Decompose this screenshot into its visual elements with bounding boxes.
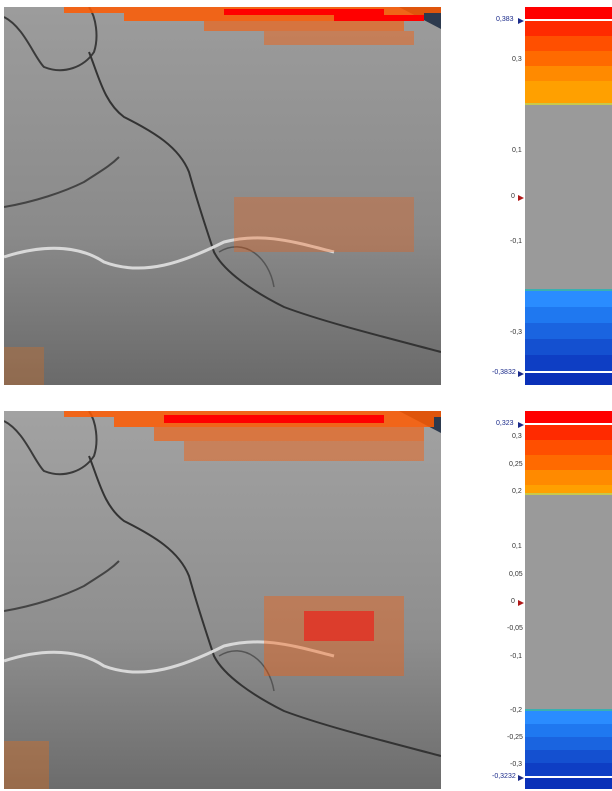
scale-tick-label: -0,05 [507, 625, 523, 632]
scale-band-positive-5 [525, 485, 612, 493]
scale-band-positive-4 [525, 66, 612, 81]
scale-max-line [525, 19, 612, 21]
scale-band-positive-2 [525, 36, 612, 51]
surface-render-image [4, 411, 441, 789]
scale-band-negative-5 [525, 778, 612, 789]
deviation-panel-bottom: 0,323 0,3 0,25 0,2 0,1 0,05 0 -0,05 -0,1… [0, 411, 612, 791]
scale-min-line [525, 776, 612, 778]
scale-min-label: -0,3832 [492, 369, 516, 376]
scale-band-negative-4 [525, 763, 612, 776]
scale-tick-label: -0,3 [510, 329, 523, 336]
scale-tick-label: -0,1 [510, 238, 523, 245]
scale-tick-label: 0,3 [512, 433, 522, 440]
max-marker-icon [518, 18, 524, 24]
surface-render-bottom [4, 411, 441, 789]
scale-tick-label: 0,25 [509, 461, 523, 468]
scale-tick-label: -0,1 [510, 653, 523, 660]
scale-band-positive-0 [525, 7, 612, 21]
surface-render-top [4, 7, 441, 385]
scale-band-positive-0 [525, 411, 612, 425]
min-marker-icon [518, 775, 524, 781]
surface-render-image [4, 7, 441, 385]
color-scale-bar-bottom [525, 411, 612, 789]
scale-min-line [525, 371, 612, 373]
scale-band-negative-3 [525, 750, 612, 763]
scale-tick-label: -0,3 [510, 761, 523, 768]
scale-max-label: 0,383 [496, 16, 514, 23]
min-marker-icon [518, 371, 524, 377]
scale-tick-label: 0,3 [512, 56, 522, 63]
scale-band-negative-2 [525, 737, 612, 750]
scale-min-label: -0,3232 [492, 773, 516, 780]
scale-band-positive-1 [525, 21, 612, 36]
deviation-panel-top: 0,383 0,3 0,1 0 -0,1 -0,3 -0,3832 [0, 7, 612, 387]
scale-neutral-band [525, 103, 612, 291]
scale-band-positive-2 [525, 440, 612, 455]
scale-band-negative-0 [525, 711, 612, 724]
scale-band-negative-3 [525, 339, 612, 355]
scale-tick-label: 0,1 [512, 147, 522, 154]
scale-tick-label: -0,25 [507, 734, 523, 741]
scale-band-negative-5 [525, 373, 612, 385]
scale-max-line [525, 423, 612, 425]
scale-band-negative-0 [525, 291, 612, 307]
scale-neutral-band [525, 493, 612, 711]
scale-max-label: 0,323 [496, 420, 514, 427]
scale-band-negative-4 [525, 355, 612, 371]
zero-marker-icon [518, 195, 524, 201]
scale-band-positive-5 [525, 81, 612, 103]
scale-tick-label: 0,1 [512, 543, 522, 550]
scale-tick-label: 0,05 [509, 571, 523, 578]
scale-band-positive-3 [525, 51, 612, 66]
scale-zero-label: 0 [511, 193, 515, 200]
scale-tick-label: 0,2 [512, 488, 522, 495]
color-scale-bar-top [525, 7, 612, 385]
scale-band-positive-3 [525, 455, 612, 470]
max-marker-icon [518, 422, 524, 428]
zero-marker-icon [518, 600, 524, 606]
scale-band-negative-1 [525, 307, 612, 323]
scale-band-negative-2 [525, 323, 612, 339]
scale-band-positive-1 [525, 425, 612, 440]
scale-tick-label: -0,2 [510, 707, 523, 714]
scale-band-negative-1 [525, 724, 612, 737]
scale-zero-label: 0 [511, 598, 515, 605]
scale-band-positive-4 [525, 470, 612, 485]
